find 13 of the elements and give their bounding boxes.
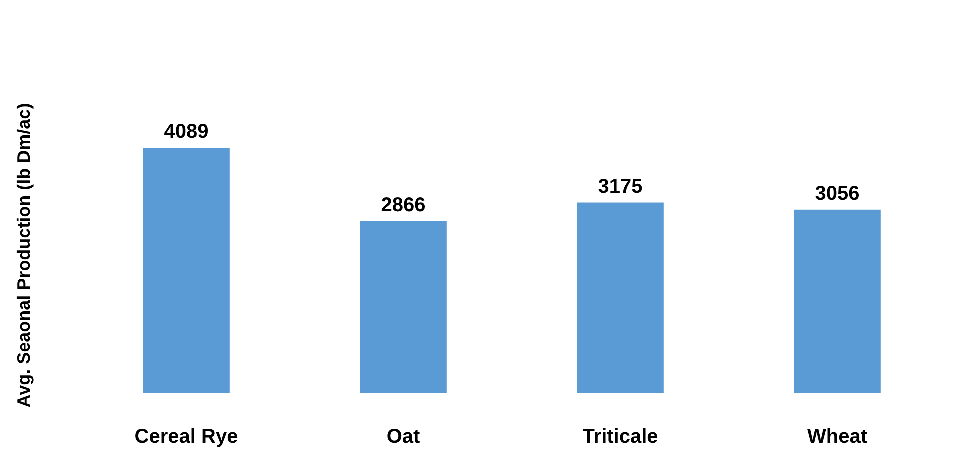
x-tick-label: Triticale xyxy=(582,426,658,448)
data-label: 3056 xyxy=(815,182,860,205)
bar xyxy=(360,221,447,393)
bar xyxy=(143,148,230,393)
data-label: 4089 xyxy=(164,121,209,143)
bar xyxy=(794,210,881,393)
bar xyxy=(577,202,664,393)
y-axis-title: Avg. Seaonal Production (lb Dm/ac) xyxy=(14,103,34,408)
x-tick-label: Cereal Rye xyxy=(134,426,238,448)
data-label: 3175 xyxy=(598,176,643,198)
x-tick-label: Oat xyxy=(386,426,421,448)
x-tick-label: Wheat xyxy=(808,426,868,448)
data-label: 2866 xyxy=(381,194,426,216)
